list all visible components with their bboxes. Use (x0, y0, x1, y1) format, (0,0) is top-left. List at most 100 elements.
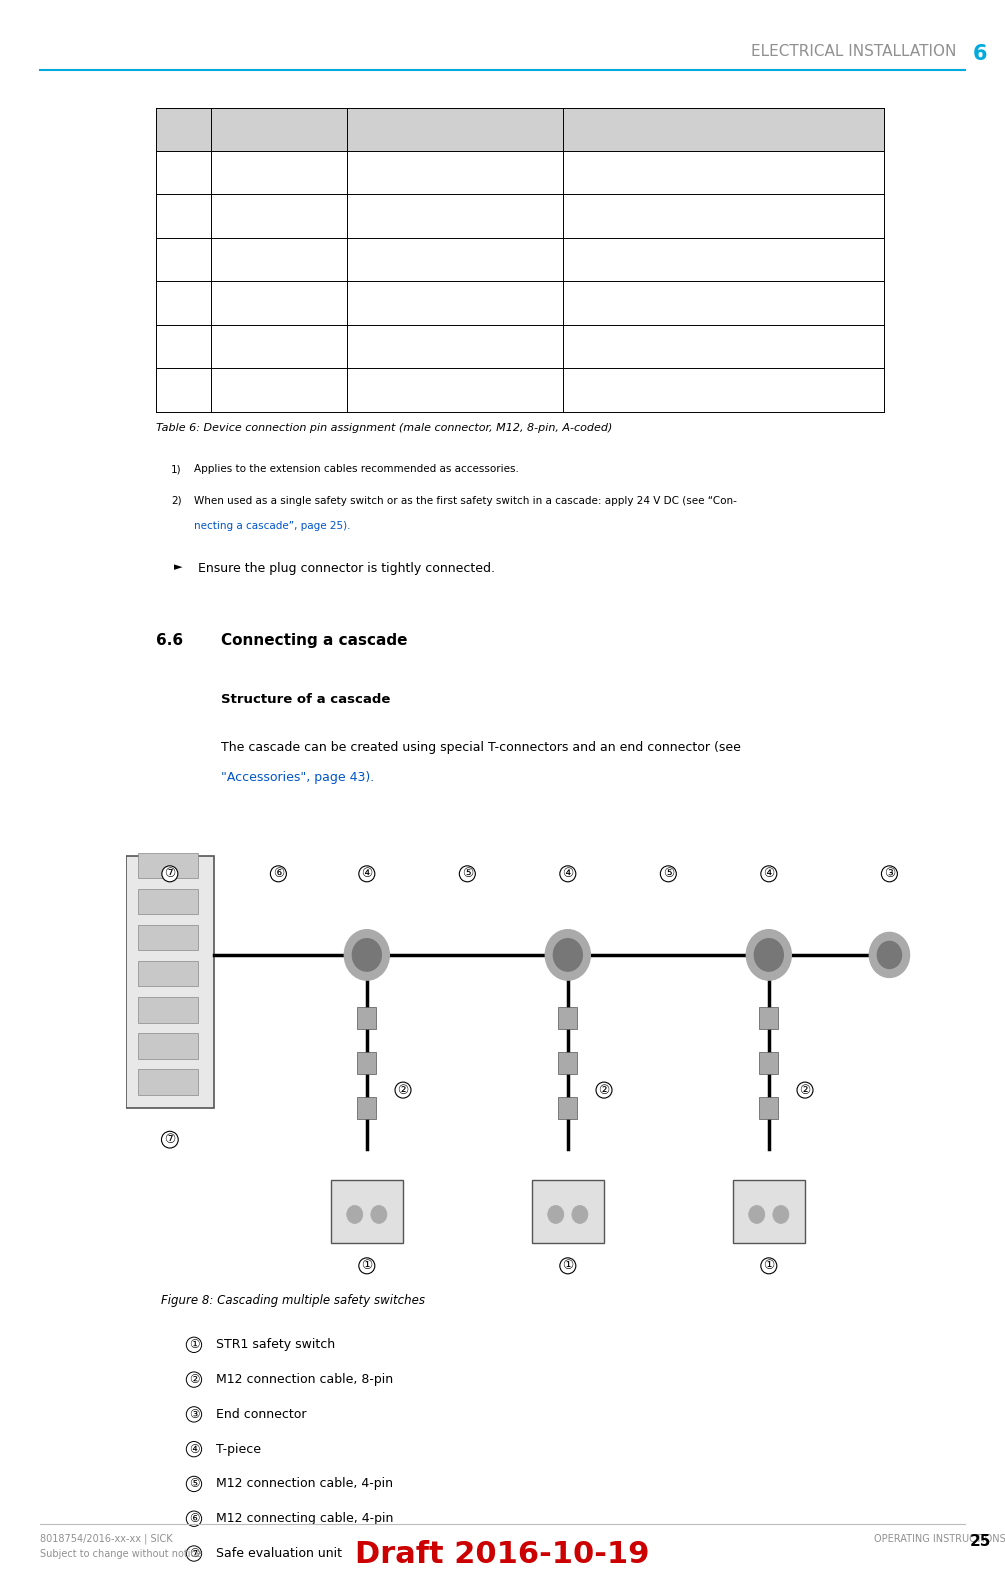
Text: ⑦: ⑦ (164, 868, 176, 881)
Text: Ensure the plug connector is tightly connected.: Ensure the plug connector is tightly con… (198, 563, 495, 575)
Text: N.C.: N.C. (353, 166, 379, 179)
Text: OPERATING INSTRUCTIONS | STR1: OPERATING INSTRUCTIONS | STR1 (874, 1534, 1005, 1545)
Text: OSSD 2: OSSD 2 (353, 297, 400, 310)
Bar (357, 1007, 377, 1029)
Text: "Accessories", page 43).: "Accessories", page 43). (221, 772, 374, 784)
Bar (733, 1179, 805, 1243)
Text: ⑤: ⑤ (461, 868, 473, 881)
Bar (138, 854, 198, 879)
Bar (558, 1053, 578, 1073)
Bar (558, 1007, 578, 1029)
Bar (138, 1069, 198, 1094)
Text: Safe evaluation unit: Safe evaluation unit (216, 1546, 342, 1560)
Text: ⑤: ⑤ (189, 1478, 199, 1491)
Text: Pink: Pink (217, 297, 243, 310)
Text: ②: ② (397, 1083, 409, 1097)
Text: Designation: Designation (353, 123, 436, 136)
Text: 0 V DC voltage supply: 0 V DC voltage supply (569, 340, 708, 353)
Text: ►: ► (174, 563, 182, 572)
Circle shape (554, 939, 582, 971)
Text: 3: 3 (162, 166, 170, 179)
Text: 1): 1) (171, 465, 182, 474)
Text: Description: Description (569, 123, 649, 136)
Circle shape (773, 1205, 789, 1224)
Text: ④: ④ (763, 868, 775, 881)
Text: Input OSSD 1 ²): Input OSSD 1 ²) (569, 384, 666, 397)
Circle shape (755, 939, 783, 971)
Text: Table 6: Device connection pin assignment (male connector, M12, 8-pin, A-coded): Table 6: Device connection pin assignmen… (156, 422, 612, 433)
Text: ④: ④ (189, 1443, 199, 1456)
Text: ④: ④ (562, 868, 574, 881)
Text: In 1: In 1 (353, 384, 376, 397)
Circle shape (347, 1205, 363, 1224)
Bar (759, 1053, 779, 1073)
Text: Input OSSD 2 ²): Input OSSD 2 ²) (569, 210, 666, 223)
Circle shape (747, 930, 791, 980)
Text: When used as a single safety switch or as the first safety switch in a cascade: : When used as a single safety switch or a… (194, 495, 737, 506)
Text: STR1 safety switch: STR1 safety switch (216, 1339, 336, 1352)
Text: Figure 8: Cascading multiple safety switches: Figure 8: Cascading multiple safety swit… (161, 1295, 425, 1307)
Circle shape (869, 933, 910, 977)
Text: Output OSSD 1: Output OSSD 1 (569, 253, 663, 266)
Text: Not connected: Not connected (569, 166, 660, 179)
Bar (532, 1179, 604, 1243)
Text: Output OSSD 2: Output OSSD 2 (569, 297, 663, 310)
Text: ①: ① (562, 1260, 574, 1273)
Text: 6: 6 (162, 297, 170, 310)
Text: 2): 2) (171, 495, 182, 506)
Text: Green: Green (217, 166, 255, 179)
Text: ⑦: ⑦ (189, 1546, 199, 1560)
Text: 0 V: 0 V (353, 340, 373, 353)
Text: 25: 25 (970, 1534, 991, 1548)
Circle shape (548, 1205, 564, 1224)
Text: 8: 8 (162, 384, 170, 397)
Circle shape (546, 930, 590, 980)
Bar (558, 1097, 578, 1119)
Text: ⑥: ⑥ (272, 868, 284, 881)
Text: ②: ② (598, 1083, 610, 1097)
Circle shape (877, 941, 901, 969)
Text: ⑦: ⑦ (164, 1134, 176, 1146)
Text: OSSD 1: OSSD 1 (353, 253, 400, 266)
Text: ①: ① (763, 1260, 775, 1273)
Text: ③: ③ (883, 868, 895, 881)
Text: 6: 6 (973, 44, 987, 65)
Text: Blue: Blue (217, 340, 245, 353)
Text: ①: ① (361, 1260, 373, 1273)
Text: 8018754/2016-xx-xx | SICK: 8018754/2016-xx-xx | SICK (40, 1534, 173, 1545)
Text: Applies to the extension cables recommended as accessories.: Applies to the extension cables recommen… (194, 465, 519, 474)
Bar (759, 1097, 779, 1119)
Text: M12 connection cable, 8-pin: M12 connection cable, 8-pin (216, 1372, 393, 1387)
Bar (138, 998, 198, 1023)
Text: Connecting a cascade: Connecting a cascade (221, 634, 408, 648)
Text: The cascade can be created using special T-connectors and an end connector (see: The cascade can be created using special… (221, 741, 741, 754)
Text: M12 connecting cable, 4-pin: M12 connecting cable, 4-pin (216, 1513, 393, 1526)
Bar (138, 1034, 198, 1059)
Text: ①: ① (189, 1339, 199, 1352)
Text: Yellow: Yellow (217, 210, 255, 223)
Text: 6.6: 6.6 (156, 634, 183, 648)
Circle shape (749, 1205, 765, 1224)
Bar (759, 1007, 779, 1029)
Text: Gray: Gray (217, 253, 247, 266)
Text: Wire color ¹): Wire color ¹) (217, 123, 305, 136)
Bar (138, 925, 198, 950)
Text: ⑥: ⑥ (189, 1513, 199, 1526)
Text: Pin: Pin (162, 123, 184, 136)
Text: 7: 7 (162, 340, 170, 353)
Text: ⑤: ⑤ (662, 868, 674, 881)
Bar (126, 855, 214, 1108)
Text: ④: ④ (361, 868, 373, 881)
Circle shape (371, 1205, 387, 1224)
Text: ③: ③ (189, 1409, 199, 1421)
Bar (357, 1097, 377, 1119)
Circle shape (353, 939, 381, 971)
Text: ELECTRICAL INSTALLATION: ELECTRICAL INSTALLATION (752, 44, 957, 58)
Bar (331, 1179, 403, 1243)
Bar (138, 889, 198, 914)
Circle shape (345, 930, 389, 980)
Text: ②: ② (189, 1372, 199, 1387)
Text: T-piece: T-piece (216, 1443, 261, 1456)
Text: Structure of a cascade: Structure of a cascade (221, 694, 391, 707)
Circle shape (572, 1205, 588, 1224)
